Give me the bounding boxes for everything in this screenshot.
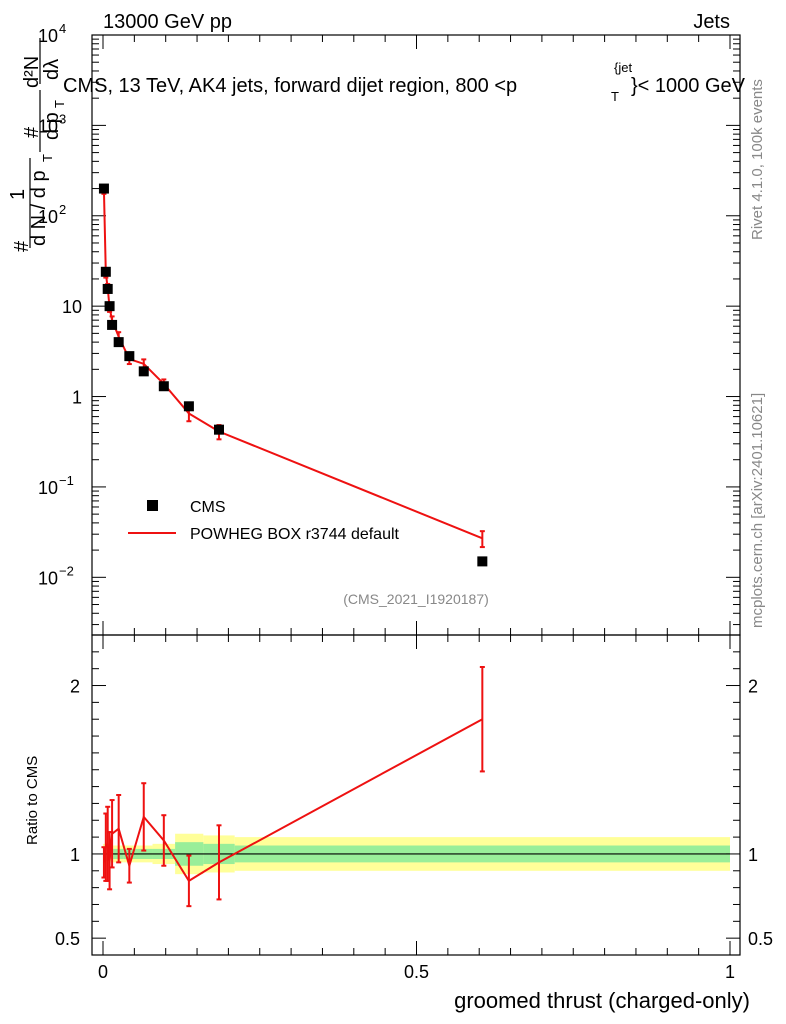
- ylabel-hash-2: #: [21, 126, 43, 138]
- main-y-axis-label: # 1 d N / d p T # d p T d²N dλ: [7, 38, 67, 252]
- cms-data-point: [98, 183, 109, 194]
- cms-data-point: [104, 301, 115, 312]
- header-category: Jets: [693, 11, 730, 33]
- main-y-tick-exponent: 4: [59, 21, 66, 36]
- ratio-y-tick-label: 0.5: [55, 929, 80, 949]
- x-tick-label: 1: [725, 962, 735, 982]
- ylabel-denominator: d N / d p: [28, 170, 50, 246]
- legend: CMS POWHEG BOX r3744 default: [128, 499, 400, 543]
- cms-data-point: [124, 351, 135, 362]
- ratio-y-axis-label: Ratio to CMS: [24, 756, 41, 845]
- powheg-line: [102, 190, 483, 540]
- x-axis-label: groomed thrust (charged-only): [454, 988, 750, 1013]
- ratio-y-tick-label: 1: [70, 845, 80, 865]
- main-y-tick-exponent: 2: [59, 202, 66, 217]
- cms-data-point: [477, 556, 488, 567]
- svg-text:CMS, 13 TeV, AK4 jets, forward: CMS, 13 TeV, AK4 jets, forward dijet reg…: [63, 75, 517, 97]
- cms-data-point: [158, 381, 169, 392]
- main-y-tick-exponent: 3: [59, 111, 66, 126]
- main-y-tick-label: 10: [38, 568, 58, 588]
- ylabel-one: 1: [7, 189, 29, 200]
- cms-data-point: [138, 366, 149, 377]
- ylabel-dpt: d p: [41, 112, 63, 140]
- chart-title: CMS, 13 TeV, AK4 jets, forward dijet reg…: [63, 60, 746, 104]
- ylabel-dpt-subscript: T: [52, 100, 67, 108]
- ratio-y-tick-label: 2: [70, 677, 80, 697]
- cms-data-point: [213, 424, 224, 435]
- legend-marker-cms: [147, 500, 158, 511]
- cms-data-point: [100, 266, 111, 277]
- mcplots-reference-label: mcplots.cern.ch [arXiv:2401.10621]: [749, 393, 766, 628]
- x-tick-label: 0.5: [404, 962, 429, 982]
- cms-data-point: [102, 283, 113, 294]
- ylabel-hash-1: #: [11, 240, 33, 252]
- rivet-version-label: Rivet 4.1.0, 100k events: [749, 79, 766, 240]
- main-y-tick-label: 10: [38, 116, 58, 136]
- title-tail: }< 1000 GeV: [631, 75, 746, 97]
- cms-data-point: [107, 319, 118, 330]
- analysis-id-label: (CMS_2021_I1920187): [343, 591, 489, 607]
- main-y-tick-label: 10: [62, 297, 82, 317]
- main-panel-frame: [91, 34, 741, 636]
- x-tick-label: 0: [98, 962, 108, 982]
- title-main: CMS, 13 TeV, AK4 jets, forward dijet reg…: [63, 75, 517, 97]
- ylabel-dlambda: dλ: [41, 59, 63, 80]
- legend-label-cms: CMS: [190, 499, 226, 516]
- main-y-tick-label: 10: [38, 26, 58, 46]
- ratio-y-tick-label-right: 0.5: [748, 929, 773, 949]
- ylabel-d2n: d²N: [21, 56, 43, 88]
- title-superscript: {jet: [614, 60, 632, 75]
- cms-data-point: [183, 401, 194, 412]
- ratio-y-tick-label-right: 1: [748, 845, 758, 865]
- main-y-tick-exponent: −1: [59, 473, 74, 488]
- main-y-tick-exponent: −2: [59, 563, 74, 578]
- main-y-tick-label: 10: [38, 478, 58, 498]
- cms-data-point: [113, 337, 124, 348]
- ratio-y-tick-label-right: 2: [748, 677, 758, 697]
- title-subscript: T: [611, 89, 619, 104]
- ylabel-den-subscript: T: [40, 154, 55, 162]
- header-energy: 13000 GeV pp: [103, 11, 232, 33]
- legend-label-powheg: POWHEG BOX r3744 default: [190, 526, 400, 543]
- main-y-tick-label: 1: [72, 388, 82, 408]
- main-y-tick-label: 10: [38, 207, 58, 227]
